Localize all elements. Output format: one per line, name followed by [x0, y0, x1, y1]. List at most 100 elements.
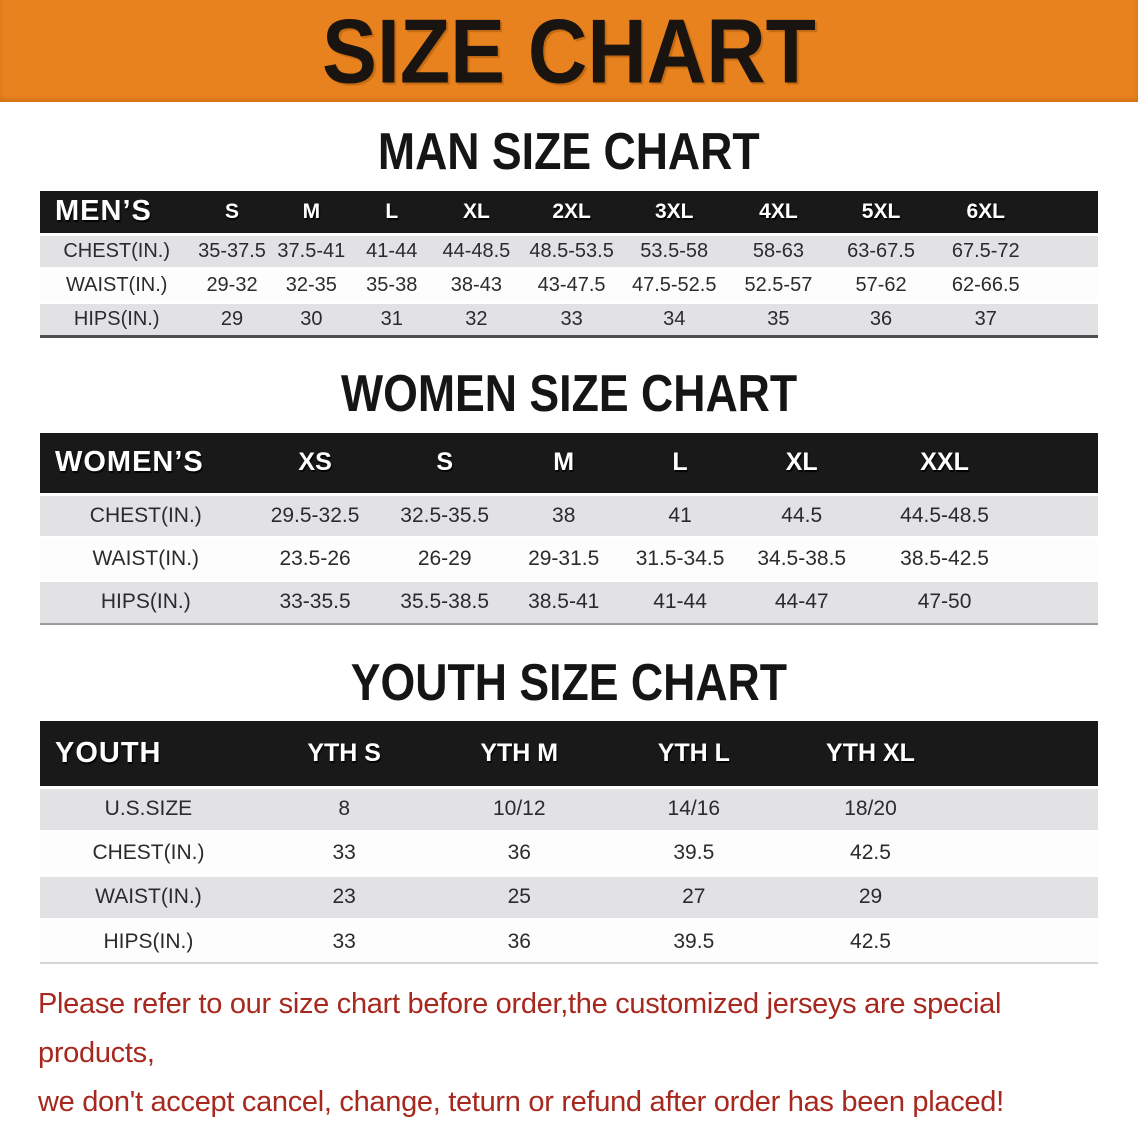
size-section-men: MAN SIZE CHART MEN’S S M L XL 2XL 3XL 4XL 5XL 6XL…: [0, 102, 1138, 339]
size-value-cell: 35.5-38.5: [400, 590, 490, 614]
header-filler-cell: [960, 721, 1098, 787]
size-value-cell: 63-67.5: [847, 240, 915, 263]
row-filler-cell: [1029, 581, 1098, 624]
size-column-header: S: [436, 448, 454, 477]
row-filler-cell: [1029, 538, 1098, 581]
size-column-header: L: [672, 448, 688, 477]
size-value-cell: 48.5-53.5: [529, 240, 614, 263]
size-value-cell: 29: [858, 885, 883, 909]
size-value-cell: 30: [300, 308, 323, 331]
disclaimer-line-2: we don't accept cancel, change, teturn o…: [38, 1086, 1004, 1119]
size-value-cell: 34: [663, 308, 686, 331]
size-value-cell: 18/20: [844, 797, 897, 821]
header-filler-cell: [1029, 433, 1098, 495]
sections-container: MAN SIZE CHART MEN’S S M L XL 2XL 3XL 4XL 5XL 6XL…: [0, 102, 1138, 965]
size-value-cell: 33: [332, 841, 356, 865]
size-column-header: YTH M: [480, 739, 559, 768]
disclaimer-line-1: Please refer to our size chart before or…: [38, 988, 1002, 1070]
size-value-cell: 29-32: [206, 274, 258, 297]
size-column-header: M: [553, 448, 575, 477]
size-value-cell: 35-37.5: [198, 240, 266, 263]
size-column-header: YTH S: [307, 739, 381, 768]
size-value-cell: 26-29: [417, 547, 472, 571]
size-value-cell: 32-35: [285, 274, 337, 297]
size-value-cell: 57-62: [855, 274, 907, 297]
measurement-row: CHEST(IN.) 29.5-32.5 32.5-35.5 38 41 44.5 44.5…: [40, 494, 1098, 538]
size-value-cell: 33: [332, 929, 356, 953]
size-value-cell: 47.5-52.5: [631, 274, 717, 297]
size-value-cell: 33-35.5: [279, 590, 351, 614]
size-value-cell: 8: [338, 797, 350, 821]
row-label: HIPS(IN.): [103, 929, 194, 953]
disclaimer: Please refer to our size chart before or…: [38, 980, 1100, 1127]
section-heading: YOUTH SIZE CHART: [350, 652, 788, 711]
size-value-cell: 23: [332, 885, 356, 909]
size-value-cell: 38: [552, 504, 576, 528]
row-label: CHEST(IN.): [92, 841, 205, 865]
row-label: HIPS(IN.): [100, 590, 191, 614]
row-label: HIPS(IN.): [73, 308, 160, 331]
measurement-row: WAIST(IN.) 23 25 27 29: [40, 875, 1098, 920]
size-value-cell: 32: [465, 308, 488, 331]
size-value-cell: 44.5-48.5: [900, 504, 989, 528]
size-value-cell: 42.5: [850, 841, 891, 865]
size-value-cell: 38.5-42.5: [900, 547, 989, 571]
row-filler-cell: [960, 875, 1098, 919]
size-column-header: XL: [785, 448, 818, 477]
size-value-cell: 52.5-57: [744, 274, 813, 297]
size-value-cell: 44-48.5: [442, 240, 511, 263]
size-value-cell: 29.5-32.5: [270, 504, 360, 528]
measurement-row: U.S.SIZE 8 10/12 14/16 18/20: [40, 787, 1098, 832]
size-column-header: L: [385, 199, 399, 223]
measurement-row: CHEST(IN.) 35-37.5 37.5-41 41-44 44-48.5 48.5…: [40, 234, 1098, 269]
row-label: U.S.SIZE: [104, 797, 193, 821]
size-value-cell: 42.5: [850, 929, 891, 953]
size-value-cell: 32.5-35.5: [400, 504, 490, 528]
size-value-cell: 33: [560, 308, 583, 331]
size-value-cell: 43-47.5: [537, 274, 606, 297]
row-label: CHEST(IN.): [63, 240, 171, 263]
size-table: MEN’S S M L XL 2XL 3XL 4XL 5XL 6XL CHEST(IN.) 35-3…: [40, 190, 1098, 339]
row-filler-cell: [1040, 235, 1098, 269]
size-table-header-row: WOMEN’S XS S M L XL XXL: [40, 432, 1098, 495]
size-column-header: XXL: [920, 448, 969, 477]
table-corner-label: MEN’S: [55, 195, 152, 228]
size-value-cell: 14/16: [667, 797, 721, 821]
size-value-cell: 25: [507, 885, 531, 909]
size-value-cell: 35: [767, 308, 790, 331]
size-value-cell: 27: [682, 885, 706, 909]
size-column-header: XS: [298, 448, 332, 477]
size-value-cell: 39.5: [673, 929, 715, 953]
size-value-cell: 39.5: [673, 841, 715, 865]
size-value-cell: 38.5-41: [528, 590, 600, 614]
measurement-row: HIPS(IN.) 29 30 31 32 33 34 35 36 37: [40, 302, 1098, 337]
row-label: WAIST(IN.): [65, 274, 168, 297]
row-filler-cell: [1029, 495, 1098, 538]
section-heading: MAN SIZE CHART: [378, 121, 760, 181]
size-value-cell: 62-66.5: [951, 274, 1020, 297]
banner: SIZE CHART: [0, 0, 1138, 102]
measurement-row: HIPS(IN.) 33-35.5 35.5-38.5 38.5-41 41-44 44-…: [40, 580, 1098, 624]
size-table: YOUTH YTH S YTH M YTH L YTH XL U.S.SIZE 8 10/1…: [40, 721, 1098, 965]
size-column-header: M: [302, 199, 321, 223]
size-table: WOMEN’S XS S M L XL XXL CHEST(IN.) 29.5-32.5 32.…: [40, 432, 1098, 625]
measurement-row: WAIST(IN.) 29-32 32-35 35-38 38-43 43-47.5 47.…: [40, 268, 1098, 303]
size-value-cell: 29: [220, 308, 244, 331]
size-section-women: WOMEN SIZE CHART WOMEN’S XS S M L XL XXL CHEST…: [0, 338, 1138, 625]
size-value-cell: 44.5: [781, 504, 823, 528]
header-filler-cell: [1040, 191, 1098, 235]
size-table-header-row: MEN’S S M L XL 2XL 3XL 4XL 5XL 6XL: [40, 190, 1098, 235]
section-heading: WOMEN SIZE CHART: [340, 363, 798, 423]
row-label: CHEST(IN.): [89, 504, 202, 528]
size-value-cell: 23.5-26: [279, 547, 351, 571]
row-filler-cell: [1040, 269, 1098, 303]
size-value-cell: 36: [869, 308, 893, 331]
size-column-header: 5XL: [861, 199, 901, 223]
size-value-cell: 53.5-58: [640, 240, 709, 263]
size-value-cell: 41: [668, 504, 692, 528]
size-column-header: YTH XL: [826, 739, 915, 768]
table-corner-label: WOMEN’S: [55, 446, 204, 479]
measurement-row: CHEST(IN.) 33 36 39.5 42.5: [40, 831, 1098, 876]
size-table-header-row: YOUTH YTH S YTH M YTH L YTH XL: [40, 721, 1098, 788]
